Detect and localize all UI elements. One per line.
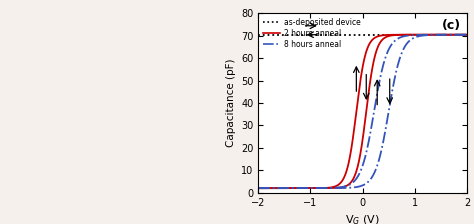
Legend: as-deposited device, 2 hours anneal, 8 hours anneal: as-deposited device, 2 hours anneal, 8 h… <box>262 17 361 50</box>
Text: (c): (c) <box>441 19 461 32</box>
X-axis label: V$_G$ (V): V$_G$ (V) <box>345 213 380 224</box>
Y-axis label: Capacitance (pF): Capacitance (pF) <box>226 59 236 147</box>
